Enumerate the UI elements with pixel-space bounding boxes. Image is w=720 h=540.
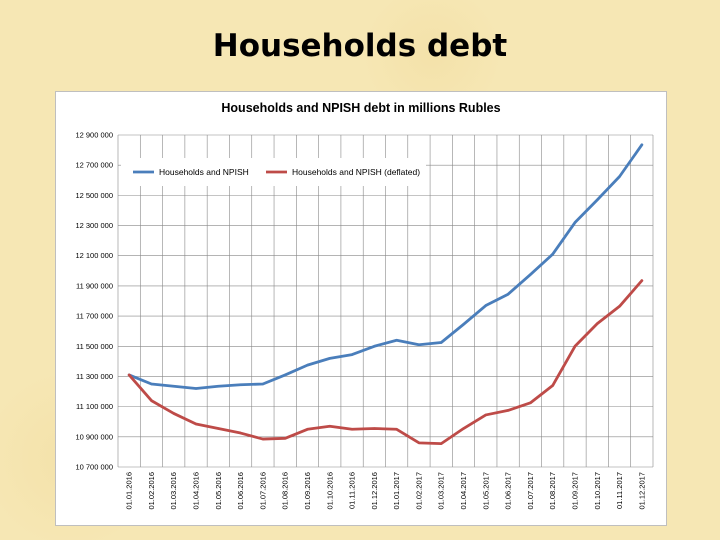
data-point — [373, 345, 376, 348]
data-point — [395, 339, 398, 342]
line-chart: Households and NPISH debt in millions Ru… — [75, 101, 654, 510]
data-point — [640, 279, 644, 282]
series-lines — [127, 143, 644, 446]
x-tick-label: 01.10.2016 — [325, 472, 334, 510]
x-tick-label: 01.02.2016 — [147, 472, 156, 510]
data-point — [618, 175, 621, 178]
x-tick-label: 01.06.2016 — [236, 472, 245, 510]
data-point — [217, 427, 220, 430]
y-tick-label: 10 700 000 — [75, 463, 113, 472]
y-tick-label: 11 900 000 — [76, 281, 113, 290]
data-point — [373, 427, 376, 430]
x-tick-label: 01.12.2017 — [637, 472, 646, 510]
data-point — [529, 401, 532, 405]
data-point — [596, 322, 599, 325]
data-point — [640, 143, 644, 147]
x-tick-label: 01.03.2016 — [169, 472, 178, 510]
x-tick-label: 01.03.2017 — [437, 472, 446, 510]
x-tick-label: 01.07.2017 — [526, 472, 535, 510]
x-tick-label: 01.07.2016 — [258, 472, 267, 510]
y-tick-label: 11 500 000 — [76, 342, 113, 351]
x-tick-label: 01.08.2016 — [281, 472, 290, 510]
data-point — [261, 382, 265, 386]
y-tick-label: 11 100 000 — [76, 402, 113, 411]
data-point — [462, 323, 465, 326]
data-point — [217, 385, 220, 388]
y-tick-label: 12 300 000 — [75, 221, 113, 230]
data-point — [283, 437, 287, 440]
data-point — [194, 422, 198, 426]
series-line-1 — [127, 143, 644, 390]
x-tick-label: 01.01.2017 — [392, 472, 401, 510]
data-point — [150, 382, 153, 386]
x-tick-label: 01.06.2017 — [504, 472, 513, 510]
data-point — [127, 373, 131, 377]
data-point — [261, 437, 265, 441]
data-point — [417, 441, 421, 445]
x-axis-ticks: 01.01.2016 01.02.2016 01.03.2016 01.04.2016… — [125, 472, 647, 510]
x-tick-label: 01.10.2017 — [593, 472, 602, 510]
data-point — [440, 341, 443, 344]
chart-title: Households and NPISH debt in millions Ru… — [221, 101, 500, 115]
data-point — [283, 373, 287, 377]
y-tick-label: 12 500 000 — [75, 191, 113, 200]
data-point — [239, 383, 242, 386]
x-tick-label: 01.04.2016 — [192, 472, 201, 510]
data-point — [506, 409, 510, 412]
x-tick-label: 01.02.2017 — [414, 472, 423, 510]
x-tick-label: 01.09.2016 — [303, 472, 312, 510]
data-point — [395, 428, 398, 431]
data-point — [596, 198, 599, 202]
x-tick-label: 01.05.2016 — [214, 472, 223, 510]
data-point — [551, 384, 554, 387]
data-point — [529, 273, 532, 276]
y-axis-ticks: 10 700 000 10 900 000 11 100 000 11 300 000… — [75, 131, 113, 472]
data-point — [328, 425, 331, 428]
data-point — [573, 221, 577, 224]
data-point — [306, 363, 309, 367]
data-point — [573, 345, 577, 348]
y-tick-label: 11 300 000 — [76, 372, 113, 381]
data-point — [440, 442, 443, 445]
data-point — [150, 399, 153, 402]
data-point — [551, 253, 554, 256]
x-tick-label: 01.09.2017 — [570, 472, 579, 510]
data-point — [239, 431, 242, 435]
x-tick-label: 01.05.2017 — [481, 472, 490, 510]
legend: Households and NPISH Households and NPISH… — [133, 167, 420, 177]
chart-frame: Households and NPISH debt in millions Ru… — [55, 91, 667, 526]
data-point — [484, 304, 488, 307]
x-tick-label: 01.11.2017 — [615, 472, 624, 509]
data-point — [506, 293, 510, 296]
data-point — [194, 387, 198, 390]
y-tick-label: 12 100 000 — [75, 251, 113, 260]
x-tick-label: 01.12.2016 — [370, 472, 379, 510]
slide-title: Households debt — [212, 28, 508, 64]
legend-label: Households and NPISH (deflated) — [292, 167, 420, 177]
series-line-2 — [127, 279, 644, 446]
data-point — [462, 427, 465, 430]
data-point — [172, 385, 175, 388]
y-tick-label: 12 900 000 — [75, 131, 113, 140]
data-point — [484, 413, 488, 417]
data-point — [350, 428, 354, 431]
y-tick-label: 12 700 000 — [75, 161, 113, 170]
x-tick-label: 01.11.2016 — [348, 472, 357, 509]
data-point — [172, 412, 175, 415]
x-tick-label: 01.04.2017 — [459, 472, 468, 510]
legend-label: Households and NPISH — [159, 167, 249, 177]
y-tick-label: 11 700 000 — [76, 312, 113, 321]
data-point — [618, 305, 621, 308]
data-point — [306, 428, 309, 431]
data-point — [417, 343, 421, 346]
y-tick-label: 10 900 000 — [75, 432, 113, 441]
data-point — [328, 357, 331, 360]
x-tick-label: 01.08.2017 — [548, 472, 557, 510]
x-tick-label: 01.01.2016 — [125, 472, 134, 510]
data-point — [350, 353, 354, 356]
